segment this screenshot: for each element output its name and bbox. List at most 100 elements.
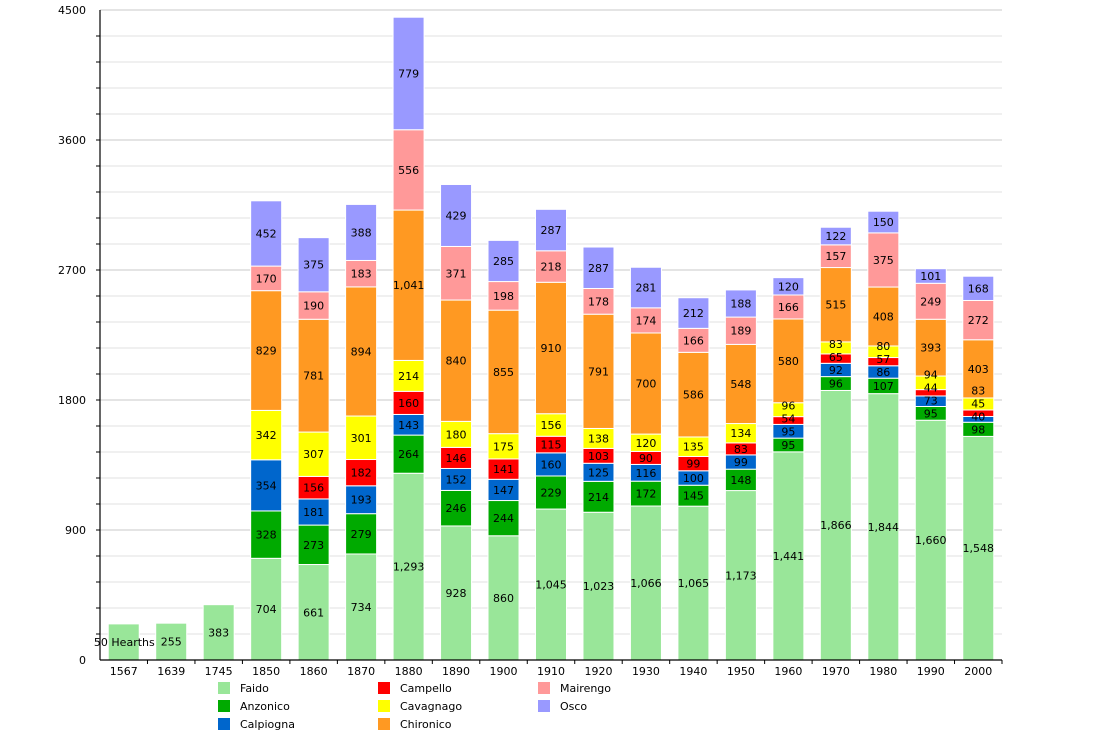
data-label: 342 bbox=[256, 429, 277, 442]
data-label: 393 bbox=[920, 342, 941, 355]
data-label: 212 bbox=[683, 307, 704, 320]
data-label: 244 bbox=[493, 512, 514, 525]
bar-segment-cavagnago bbox=[250, 409, 283, 461]
data-label: 95 bbox=[781, 425, 795, 438]
bar-segment-chironico bbox=[297, 318, 330, 433]
data-label: 57 bbox=[876, 353, 890, 366]
data-label: 829 bbox=[256, 345, 277, 358]
data-label: 146 bbox=[446, 452, 467, 465]
data-label: 189 bbox=[730, 325, 751, 338]
data-label: 586 bbox=[683, 389, 704, 402]
x-tick-label: 1870 bbox=[347, 665, 375, 678]
bar-segment-anzonico bbox=[582, 480, 615, 513]
bar-segment-anzonico bbox=[487, 500, 520, 537]
data-label: 1,548 bbox=[963, 542, 995, 555]
bar-segment-faido bbox=[772, 451, 805, 661]
legend-swatch-anzonico bbox=[218, 700, 230, 712]
y-tick-label: 2700 bbox=[58, 264, 86, 277]
data-label: 1,660 bbox=[915, 534, 947, 547]
bar-segment-cavagnago bbox=[297, 431, 330, 477]
bar-segment-osco bbox=[819, 226, 852, 246]
data-label: 138 bbox=[588, 432, 609, 445]
data-label: 371 bbox=[446, 267, 467, 280]
data-label: 218 bbox=[541, 261, 562, 274]
data-label: 122 bbox=[825, 230, 846, 243]
legend-label-osco: Osco bbox=[560, 700, 587, 713]
legend-swatch-chironico bbox=[378, 718, 390, 730]
data-label: 287 bbox=[588, 262, 609, 275]
bar-segment-mairengo bbox=[582, 287, 615, 315]
data-label: 120 bbox=[778, 280, 799, 293]
data-label: 107 bbox=[873, 380, 894, 393]
bar-segment-mairengo bbox=[724, 316, 757, 345]
bar-segment-chironico bbox=[535, 281, 567, 415]
bar-segment-faido bbox=[914, 419, 947, 661]
data-label: 156 bbox=[303, 482, 324, 495]
data-label: 147 bbox=[493, 484, 514, 497]
x-tick-label: 1930 bbox=[632, 665, 660, 678]
legend-label-cavagnago: Cavagnago bbox=[400, 700, 462, 713]
data-label: 249 bbox=[920, 295, 941, 308]
data-label: 178 bbox=[588, 295, 609, 308]
bar-segment-mairengo bbox=[440, 245, 473, 301]
bar-segment-faido bbox=[962, 435, 995, 661]
data-label: 214 bbox=[398, 370, 419, 383]
legend-swatch-osco bbox=[538, 700, 550, 712]
bar-segment-faido bbox=[155, 622, 188, 661]
bar-segment-mairengo bbox=[962, 299, 995, 341]
data-label: 180 bbox=[446, 428, 467, 441]
bar-segment-chironico bbox=[962, 339, 995, 399]
bar-segment-osco bbox=[629, 266, 662, 309]
data-label: 840 bbox=[446, 355, 467, 368]
data-label: 166 bbox=[778, 301, 799, 314]
x-tick-label: 1567 bbox=[110, 665, 138, 678]
bar-segment-osco bbox=[582, 246, 615, 289]
data-label: 182 bbox=[351, 467, 372, 480]
data-label: 301 bbox=[351, 432, 372, 445]
data-label: 152 bbox=[446, 473, 467, 486]
data-label: 1,041 bbox=[393, 279, 425, 292]
bar-segment-chironico bbox=[724, 343, 757, 425]
data-label: 1,866 bbox=[820, 519, 852, 532]
data-label: 910 bbox=[541, 342, 562, 355]
data-label: 160 bbox=[398, 397, 419, 410]
bar-segment-chironico bbox=[250, 290, 283, 411]
data-label: 375 bbox=[873, 254, 894, 267]
data-label: 781 bbox=[303, 370, 324, 383]
data-label: 791 bbox=[588, 365, 609, 378]
data-label: 115 bbox=[541, 439, 562, 452]
x-tick-label: 1880 bbox=[395, 665, 423, 678]
data-label: 1,065 bbox=[678, 577, 710, 590]
bar-segment-anzonico bbox=[440, 489, 473, 527]
data-label: 170 bbox=[256, 272, 277, 285]
x-tick-label: 1960 bbox=[774, 665, 802, 678]
data-label: 894 bbox=[351, 345, 372, 358]
x-tick-label: 1940 bbox=[679, 665, 707, 678]
bar-segment-osco bbox=[772, 277, 805, 296]
data-label: 141 bbox=[493, 463, 514, 476]
bar-segment-chironico bbox=[819, 267, 852, 343]
data-label: 50 Hearths bbox=[94, 636, 155, 649]
data-label: 94 bbox=[924, 368, 938, 381]
data-label: 160 bbox=[541, 458, 562, 471]
bar-segment-anzonico bbox=[345, 513, 378, 555]
data-label: 157 bbox=[825, 250, 846, 263]
legend-label-chironico: Chironico bbox=[400, 718, 452, 731]
data-label: 190 bbox=[303, 300, 324, 313]
bar-segment-osco bbox=[297, 237, 330, 293]
data-label: 328 bbox=[256, 529, 277, 542]
y-tick-label: 900 bbox=[65, 524, 86, 537]
data-label: 168 bbox=[968, 282, 989, 295]
bar-segment-faido bbox=[297, 564, 330, 661]
x-tick-label: 1970 bbox=[822, 665, 850, 678]
data-label: 279 bbox=[351, 528, 372, 541]
data-label: 92 bbox=[829, 364, 843, 377]
bar-segment-osco bbox=[250, 200, 283, 267]
bar-segment-chironico bbox=[914, 318, 947, 377]
data-label: 172 bbox=[635, 488, 656, 501]
x-tick-label: 1745 bbox=[205, 665, 233, 678]
x-tick-label: 1980 bbox=[869, 665, 897, 678]
legend-swatch-mairengo bbox=[538, 682, 550, 694]
data-label: 143 bbox=[398, 419, 419, 432]
bar-segment-faido bbox=[819, 389, 852, 661]
